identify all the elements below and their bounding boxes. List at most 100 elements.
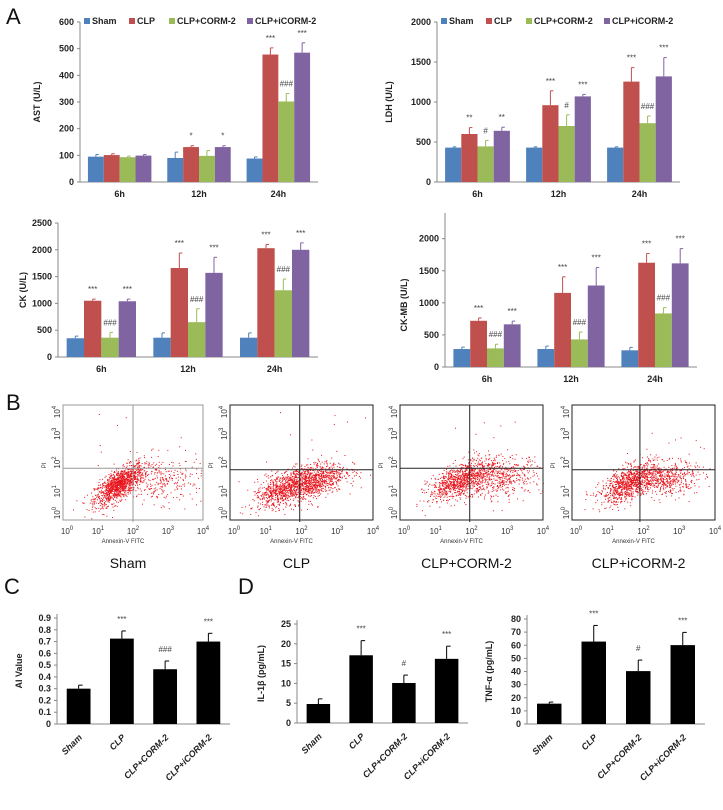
event-dot [308, 471, 310, 473]
event-dot [450, 483, 452, 485]
event-dot [119, 479, 121, 481]
event-dot [505, 487, 507, 489]
event-dot [481, 482, 483, 484]
event-dot [166, 480, 168, 482]
event-dot [308, 481, 310, 483]
event-dot [121, 487, 123, 489]
event-dot [449, 478, 451, 480]
event-dot [95, 496, 97, 498]
event-dot [482, 466, 484, 468]
significance-label: ### [489, 330, 503, 339]
event-dot [337, 485, 339, 487]
event-dot [483, 498, 485, 500]
event-dot [135, 465, 137, 467]
event-dot [305, 489, 307, 491]
event-dot [307, 464, 309, 466]
event-dot [192, 485, 194, 487]
event-dot [514, 464, 516, 466]
event-dot [311, 476, 313, 478]
event-dot [486, 475, 488, 477]
event-dot [313, 462, 315, 464]
significance-label: *** [442, 630, 451, 639]
event-dot [275, 487, 277, 489]
event-dot [170, 470, 172, 472]
y-tick-label: 1500 [419, 266, 439, 276]
event-dot [471, 473, 473, 475]
event-dot [295, 473, 297, 475]
event-dot [117, 472, 119, 474]
event-dot [492, 474, 494, 476]
event-dot [269, 495, 271, 497]
event-dot [120, 496, 122, 498]
tick-exponent: 4 [376, 526, 380, 532]
event-dot [106, 487, 108, 489]
event-dot [277, 470, 279, 472]
event-dot [272, 503, 274, 505]
event-dot [293, 477, 295, 479]
event-dot [288, 496, 290, 498]
event-dot [452, 475, 454, 477]
event-dot [453, 487, 455, 489]
event-dot [304, 478, 306, 480]
event-dot [360, 477, 362, 479]
tick-exponent: 0 [389, 506, 395, 510]
event-dot [326, 466, 328, 468]
event-dot [467, 484, 469, 486]
event-dot [484, 475, 486, 477]
event-dot [448, 488, 450, 490]
event-dot [253, 491, 255, 493]
event-dot [304, 492, 306, 494]
event-dot [523, 468, 525, 470]
event-dot [499, 478, 501, 480]
event-dot [514, 482, 516, 484]
bar [581, 641, 606, 724]
y-tick-label: 0 [434, 362, 439, 372]
event-dot [99, 499, 101, 501]
event-dot [465, 497, 467, 499]
event-dot [332, 488, 334, 490]
event-dot [292, 472, 294, 474]
event-dot [326, 462, 328, 464]
event-dot [434, 490, 436, 492]
event-dot [299, 487, 301, 489]
x-tick-label: CLP+iCORM-2 [163, 732, 213, 782]
event-dot [131, 471, 133, 473]
event-dot [288, 485, 290, 487]
event-dot [477, 490, 479, 492]
event-dot [130, 483, 132, 485]
event-dot [435, 497, 437, 499]
event-dot [507, 469, 509, 471]
event-dot [117, 480, 119, 482]
event-dot [459, 494, 461, 496]
event-dot [280, 496, 282, 498]
event-dot [322, 473, 324, 475]
event-dot [145, 482, 147, 484]
event-dot [312, 479, 314, 481]
event-dot [107, 506, 109, 508]
bar [453, 349, 471, 367]
event-dot [463, 489, 465, 491]
event-dot [506, 468, 508, 470]
event-dot [450, 482, 452, 484]
event-dot [116, 497, 118, 499]
event-dot [176, 482, 178, 484]
event-dot [452, 481, 454, 483]
event-dot [507, 490, 509, 492]
event-dot [295, 479, 297, 481]
event-dot [323, 476, 325, 478]
event-dot [454, 484, 456, 486]
event-dot [185, 477, 187, 479]
event-dot [501, 473, 503, 475]
event-dot [109, 488, 111, 490]
event-dot [337, 479, 339, 481]
event-dot [83, 502, 85, 504]
event-dot [113, 478, 115, 480]
event-dot [119, 490, 121, 492]
event-dot [153, 493, 155, 495]
event-dot [282, 503, 284, 505]
event-dot [126, 489, 128, 491]
event-dot [327, 465, 329, 467]
event-dot [108, 490, 110, 492]
event-dot [325, 481, 327, 483]
